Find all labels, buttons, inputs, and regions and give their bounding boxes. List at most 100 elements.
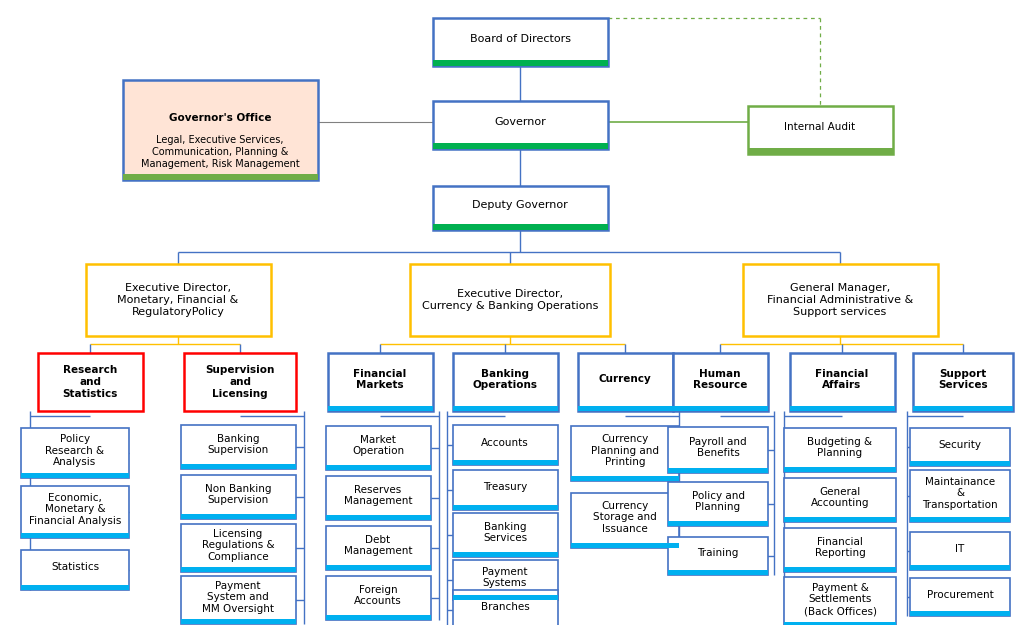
Bar [453,560,557,600]
Bar [180,514,296,519]
Bar [453,590,557,625]
Text: Currency: Currency [599,374,651,384]
Bar [673,353,768,411]
Bar [410,264,610,336]
Bar [784,528,896,572]
Bar [123,174,317,180]
Text: Payment
System and
MM Oversight: Payment System and MM Oversight [202,581,274,614]
Text: Research
and
Statistics: Research and Statistics [62,366,118,399]
Bar [453,505,557,510]
Bar [22,473,129,478]
Bar [22,585,129,590]
Bar [85,264,270,336]
Bar [668,427,768,473]
Bar [326,465,430,470]
Bar [910,470,1010,522]
Text: Payment &
Settlements
(Back Offices): Payment & Settlements (Back Offices) [804,583,877,616]
Text: Treasury: Treasury [483,482,527,492]
Bar [326,576,430,620]
Text: Financial
Markets: Financial Markets [353,369,407,390]
Bar [180,619,296,624]
Text: Market
Operation: Market Operation [352,435,404,456]
Text: Board of Directors: Board of Directors [469,34,570,44]
Bar [571,426,679,481]
Text: Financial
Reporting: Financial Reporting [815,537,865,558]
Text: Policy
Research &
Analysis: Policy Research & Analysis [45,434,104,467]
Text: Banking
Operations: Banking Operations [472,369,538,390]
Text: Banking
Services: Banking Services [483,522,527,543]
Bar [910,578,1010,616]
Bar [180,567,296,572]
Bar [123,80,317,180]
Bar [328,406,432,411]
Text: Governor's Office: Governor's Office [169,113,271,123]
Bar [913,406,1013,411]
Text: Internal Audit: Internal Audit [784,122,856,132]
Bar [22,428,129,478]
Bar [784,577,896,625]
Bar [668,537,768,575]
Bar [790,406,895,411]
Text: Licensing
Regulations &
Compliance: Licensing Regulations & Compliance [202,529,274,562]
Bar [910,565,1010,570]
Text: Reserves
Management: Reserves Management [344,485,413,506]
Text: Payroll and
Benefits: Payroll and Benefits [689,437,746,458]
Text: Executive Director,
Monetary, Financial &
RegulatoryPolicy: Executive Director, Monetary, Financial … [118,283,239,317]
Bar [453,353,557,411]
Bar [910,517,1010,522]
Text: Branches: Branches [480,602,529,612]
Bar [578,406,673,411]
Text: General
Accounting: General Accounting [811,487,869,508]
Bar [180,475,296,519]
Bar [910,532,1010,570]
Bar [328,353,432,411]
Text: Banking
Supervision: Banking Supervision [208,434,268,455]
Text: Debt
Management: Debt Management [344,535,413,556]
Text: Economic,
Monetary &
Financial Analysis: Economic, Monetary & Financial Analysis [29,493,121,526]
Bar [742,264,938,336]
Bar [784,567,896,572]
Bar [910,611,1010,616]
Bar [453,595,557,600]
Text: Payment
Systems: Payment Systems [482,567,527,588]
Bar [578,353,673,411]
Text: IT: IT [955,544,965,554]
Bar [571,542,679,548]
Bar [453,425,557,465]
Text: Governor: Governor [495,117,546,127]
Bar [326,515,430,520]
Bar [784,622,896,625]
Text: Currency
Planning and
Printing: Currency Planning and Printing [591,434,659,467]
Bar [910,428,1010,466]
Text: Statistics: Statistics [51,562,99,572]
Bar [326,426,430,470]
Text: Deputy Governor: Deputy Governor [472,200,568,210]
Bar [748,148,893,154]
Bar [22,533,129,538]
Bar [913,353,1013,411]
Text: Non Banking
Supervision: Non Banking Supervision [205,484,271,505]
Bar [22,550,129,590]
Bar [180,576,296,624]
Bar [453,460,557,465]
Bar [184,353,296,411]
Bar [571,492,679,548]
Bar [180,464,296,469]
Bar [180,425,296,469]
Bar [668,521,768,526]
Bar [326,615,430,620]
Bar [784,517,896,522]
Text: Currency
Storage and
Issuance: Currency Storage and Issuance [593,501,656,534]
Bar [326,476,430,520]
Text: Training: Training [697,549,738,559]
Bar [673,406,768,411]
Text: Support
Services: Support Services [938,369,988,390]
Bar [326,526,430,570]
Bar [790,353,895,411]
Bar [453,552,557,557]
Bar [432,18,607,66]
Bar [784,467,896,472]
Text: Legal, Executive Services,
Communication, Planning &
Management, Risk Management: Legal, Executive Services, Communication… [140,136,299,169]
Bar [453,470,557,510]
Bar [432,101,607,149]
